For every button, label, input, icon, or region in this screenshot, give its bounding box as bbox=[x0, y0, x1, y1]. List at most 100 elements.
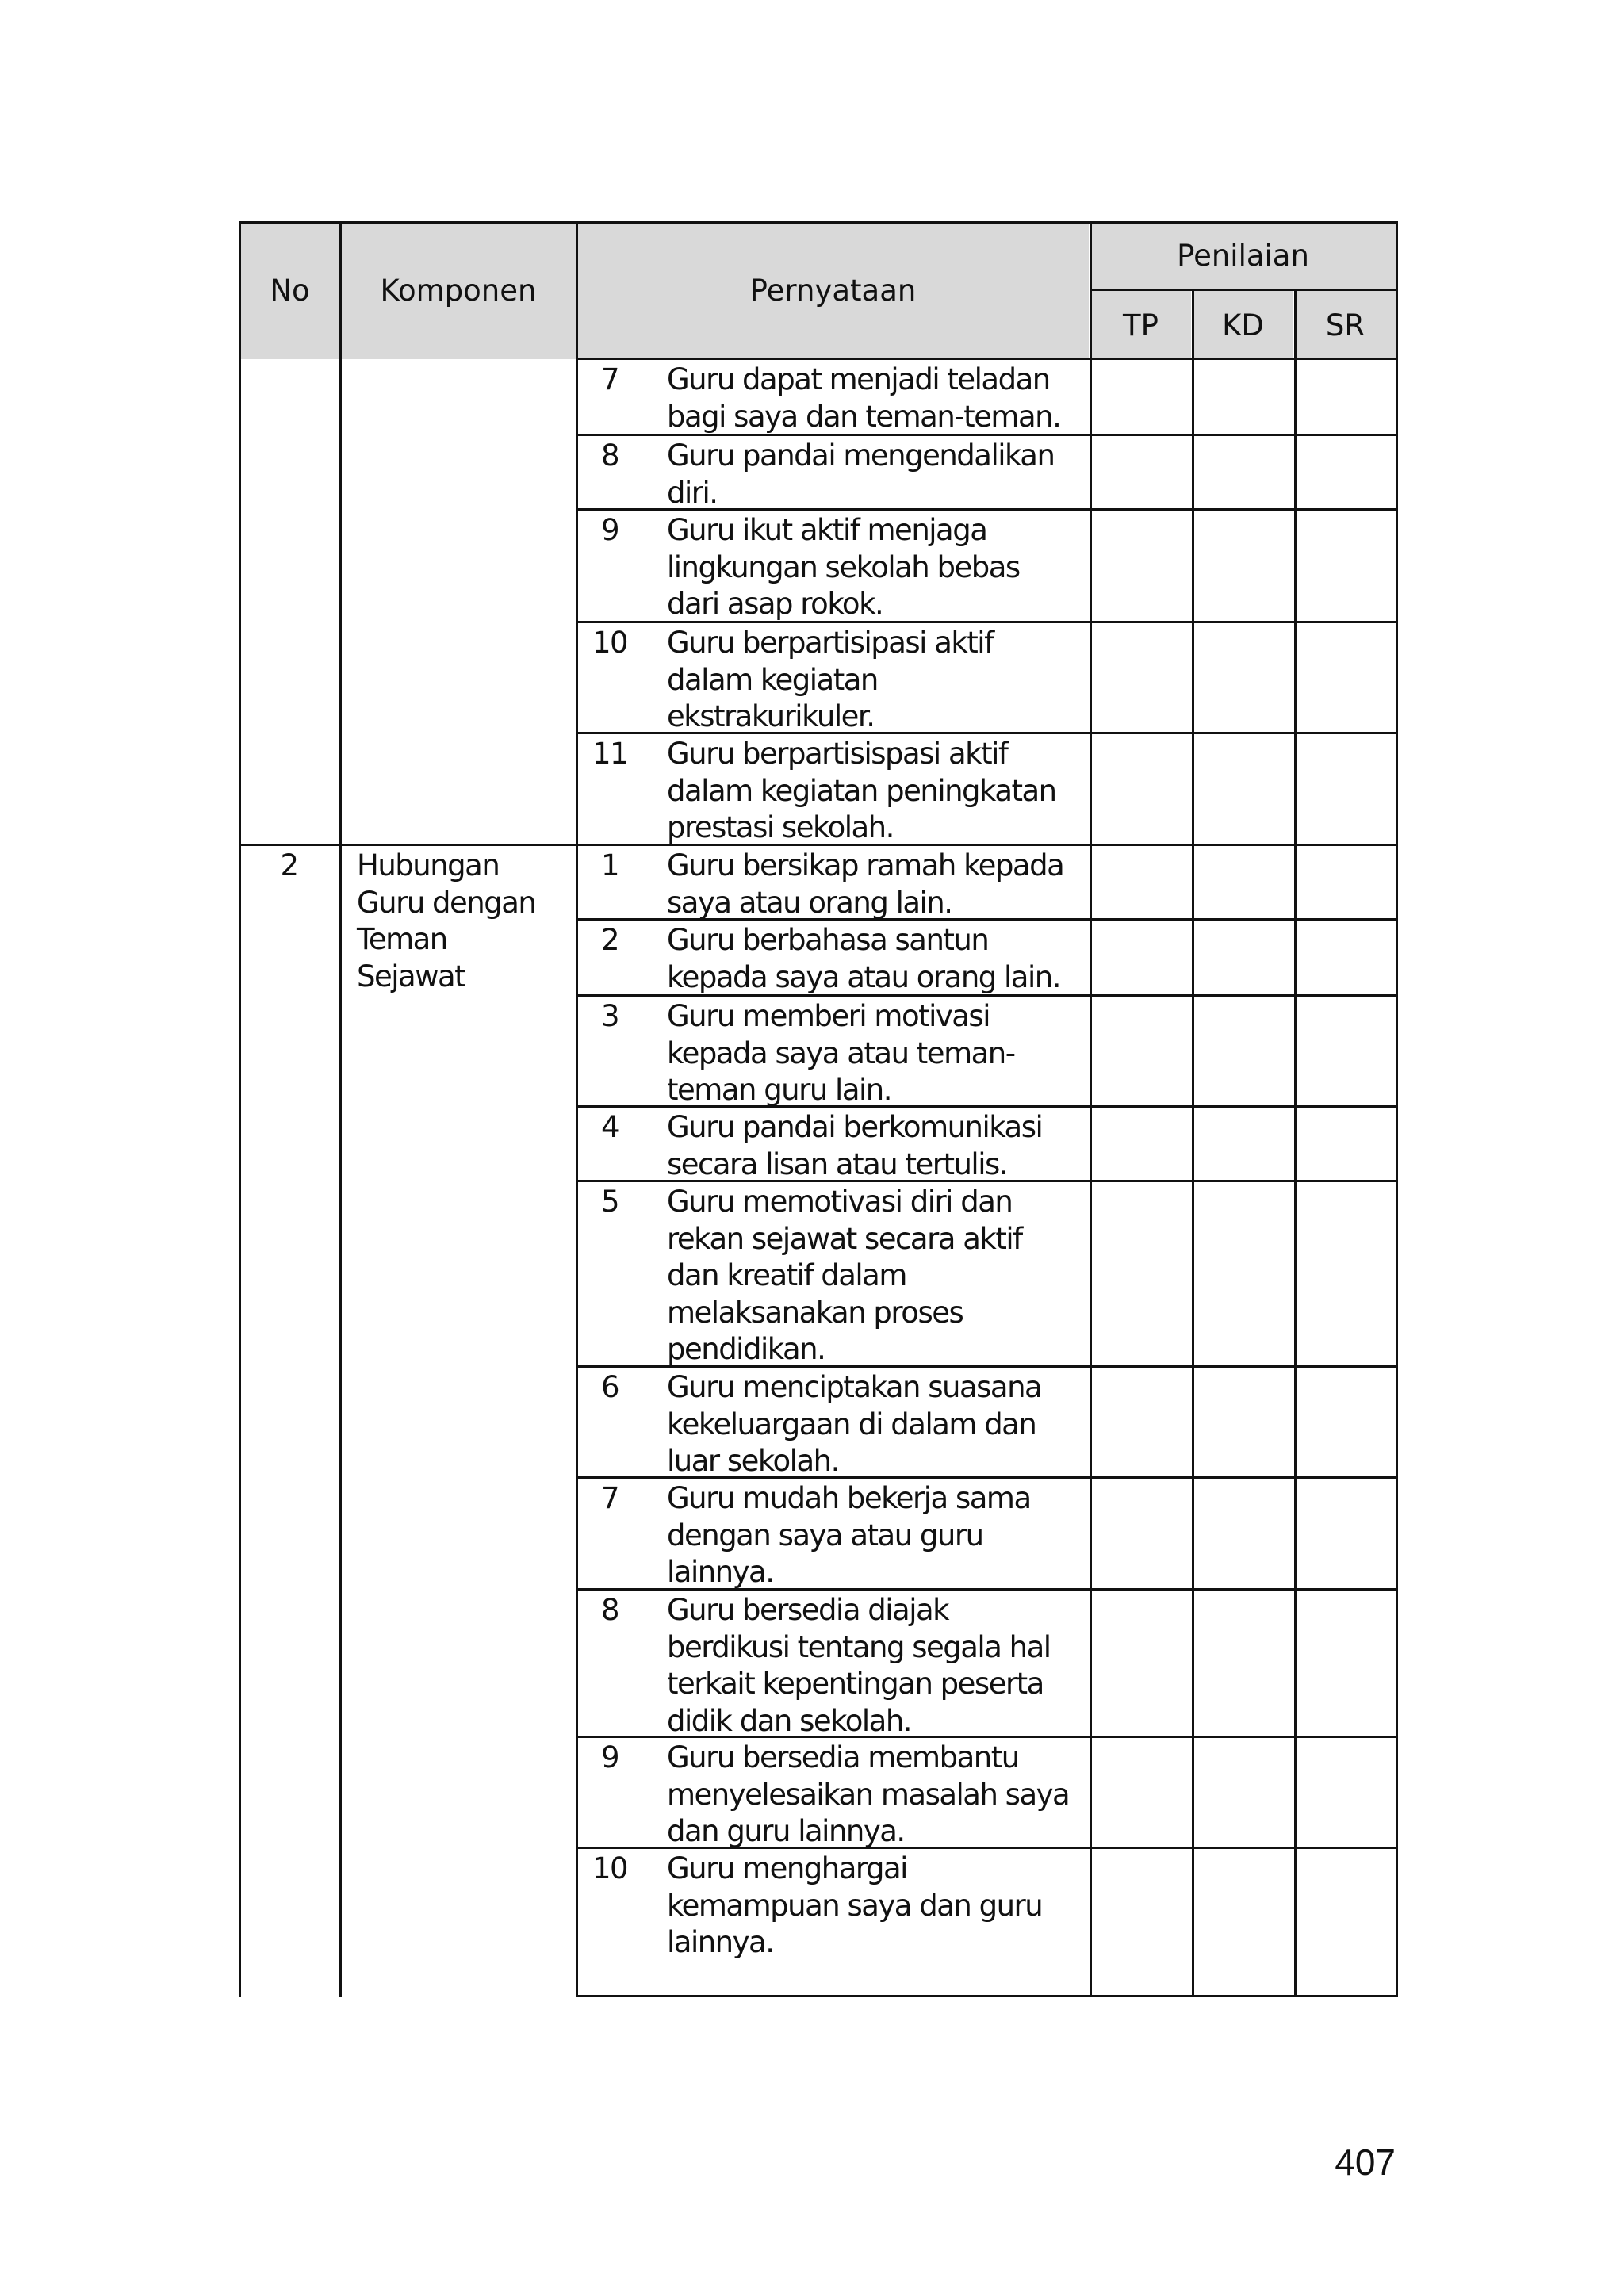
rating-cell-tp[interactable] bbox=[1092, 1368, 1192, 1477]
rating-cell-kd[interactable] bbox=[1194, 921, 1294, 995]
header-bottom-border bbox=[576, 358, 1398, 360]
rating-cell-tp[interactable] bbox=[1092, 623, 1192, 733]
rating-cell-kd[interactable] bbox=[1194, 1479, 1294, 1589]
statement-text: Guru dapat menjadi teladan bagi saya dan… bbox=[667, 362, 1062, 434]
row-divider bbox=[576, 508, 1398, 511]
rating-cell-sr[interactable] bbox=[1297, 1479, 1396, 1589]
statement-number: 9 bbox=[600, 1740, 620, 1774]
group-number: 2 bbox=[280, 848, 299, 882]
rating-cell-kd[interactable] bbox=[1194, 436, 1294, 509]
rating-cell-tp[interactable] bbox=[1092, 1479, 1192, 1589]
statement-text: Guru berbahasa santun kepada saya atau o… bbox=[667, 923, 1061, 994]
column-line-sr bbox=[1294, 289, 1297, 1997]
rating-cell-tp[interactable] bbox=[1092, 1591, 1192, 1736]
rating-cell-tp[interactable] bbox=[1092, 1108, 1192, 1181]
rating-cell-sr[interactable] bbox=[1297, 734, 1396, 844]
row-divider bbox=[576, 621, 1398, 623]
rating-cell-sr[interactable] bbox=[1297, 1591, 1396, 1736]
rating-cell-sr[interactable] bbox=[1297, 846, 1396, 919]
row-divider bbox=[576, 1365, 1398, 1368]
row-divider bbox=[576, 1736, 1398, 1738]
rating-cell-kd[interactable] bbox=[1194, 846, 1294, 919]
rating-cell-tp[interactable] bbox=[1092, 734, 1192, 844]
rating-cell-kd[interactable] bbox=[1194, 1182, 1294, 1366]
statement-number: 2 bbox=[600, 923, 620, 957]
rating-cell-sr[interactable] bbox=[1297, 921, 1396, 995]
rating-cell-kd[interactable] bbox=[1194, 1738, 1294, 1847]
row-divider bbox=[576, 994, 1398, 997]
rating-cell-tp[interactable] bbox=[1092, 511, 1192, 622]
rating-cell-sr[interactable] bbox=[1297, 511, 1396, 622]
rating-cell-tp[interactable] bbox=[1092, 1738, 1192, 1847]
rating-cell-sr[interactable] bbox=[1297, 1182, 1396, 1366]
statement-number: 1 bbox=[600, 848, 620, 882]
statement-text: Guru menghargai kemampuan saya dan guru … bbox=[667, 1851, 1044, 1959]
rating-cell-sr[interactable] bbox=[1297, 436, 1396, 509]
statement-number: 8 bbox=[600, 438, 620, 473]
statement-text: Guru mudah bekerja sama dengan saya atau… bbox=[667, 1481, 1032, 1589]
rating-cell-tp[interactable] bbox=[1092, 846, 1192, 919]
rating-cell-sr[interactable] bbox=[1297, 1368, 1396, 1477]
row-divider bbox=[576, 844, 1398, 846]
statement-text: Guru bersikap ramah kepada saya atau ora… bbox=[667, 848, 1065, 920]
rating-cell-kd[interactable] bbox=[1194, 1108, 1294, 1181]
rating-cell-tp[interactable] bbox=[1092, 360, 1192, 434]
rating-cell-kd[interactable] bbox=[1194, 734, 1294, 844]
header-no: No bbox=[239, 222, 340, 359]
table-top-border bbox=[239, 221, 1398, 224]
rating-cell-kd[interactable] bbox=[1194, 511, 1294, 622]
statement-number: 4 bbox=[600, 1110, 620, 1144]
header-kd: KD bbox=[1193, 291, 1293, 359]
penilaian-divider bbox=[1090, 289, 1398, 291]
header-penilaian: Penilaian bbox=[1090, 222, 1396, 289]
rating-cell-sr[interactable] bbox=[1297, 1849, 1396, 1996]
rating-cell-kd[interactable] bbox=[1194, 1849, 1294, 1996]
rating-cell-tp[interactable] bbox=[1092, 921, 1192, 995]
statement-number: 7 bbox=[600, 1481, 620, 1515]
row-divider bbox=[576, 1105, 1398, 1108]
group-komponen: Hubungan Guru dengan Teman Sejawat bbox=[357, 848, 537, 993]
rating-cell-sr[interactable] bbox=[1297, 360, 1396, 434]
rating-cell-tp[interactable] bbox=[1092, 1182, 1192, 1366]
rating-cell-tp[interactable] bbox=[1092, 1849, 1192, 1996]
column-line-kd bbox=[1192, 289, 1194, 1997]
statement-text: Guru ikut aktif menjaga lingkungan sekol… bbox=[667, 513, 1021, 621]
statement-number: 8 bbox=[600, 1593, 620, 1627]
row-divider bbox=[576, 434, 1398, 436]
statement-number: 10 bbox=[592, 1851, 629, 1885]
rating-cell-sr[interactable] bbox=[1297, 1738, 1396, 1847]
header-komponen: Komponen bbox=[341, 222, 576, 359]
header-sr: SR bbox=[1295, 291, 1396, 359]
rating-cell-tp[interactable] bbox=[1092, 997, 1192, 1106]
statement-number: 9 bbox=[600, 513, 620, 547]
row-divider bbox=[576, 732, 1398, 734]
rating-cell-kd[interactable] bbox=[1194, 1591, 1294, 1736]
column-line-right bbox=[1396, 221, 1398, 1997]
statement-number: 7 bbox=[600, 362, 620, 396]
row-divider bbox=[576, 1476, 1398, 1479]
page-number: 407 bbox=[1335, 2142, 1396, 2183]
row-divider bbox=[576, 1588, 1398, 1591]
statement-number: 3 bbox=[600, 999, 620, 1033]
row-divider bbox=[576, 1847, 1398, 1849]
row-divider bbox=[576, 918, 1398, 921]
statement-text: Guru pandai mengendalikan diri. bbox=[667, 438, 1055, 510]
group-divider bbox=[239, 844, 576, 846]
statement-number: 11 bbox=[592, 737, 629, 771]
rating-cell-sr[interactable] bbox=[1297, 623, 1396, 733]
rating-cell-kd[interactable] bbox=[1194, 1368, 1294, 1477]
statement-text: Guru bersedia membantu menyelesaikan mas… bbox=[667, 1740, 1071, 1848]
statement-text: Guru memberi motivasi kepada saya atau t… bbox=[667, 999, 1016, 1107]
statement-text: Guru berpartisipasi aktif dalam kegiatan… bbox=[667, 626, 994, 733]
header-pernyataan: Pernyataan bbox=[577, 222, 1089, 359]
rating-cell-kd[interactable] bbox=[1194, 623, 1294, 733]
rating-cell-tp[interactable] bbox=[1092, 436, 1192, 509]
rating-cell-kd[interactable] bbox=[1194, 360, 1294, 434]
column-line-left bbox=[239, 221, 241, 1997]
statement-text: Guru pandai berkomunikasi secara lisan a… bbox=[667, 1110, 1044, 1181]
rating-cell-sr[interactable] bbox=[1297, 997, 1396, 1106]
statement-text: Guru menciptakan suasana kekeluargaan di… bbox=[667, 1370, 1043, 1478]
rating-cell-sr[interactable] bbox=[1297, 1108, 1396, 1181]
rating-cell-kd[interactable] bbox=[1194, 997, 1294, 1106]
column-line-komponen bbox=[339, 221, 342, 1997]
